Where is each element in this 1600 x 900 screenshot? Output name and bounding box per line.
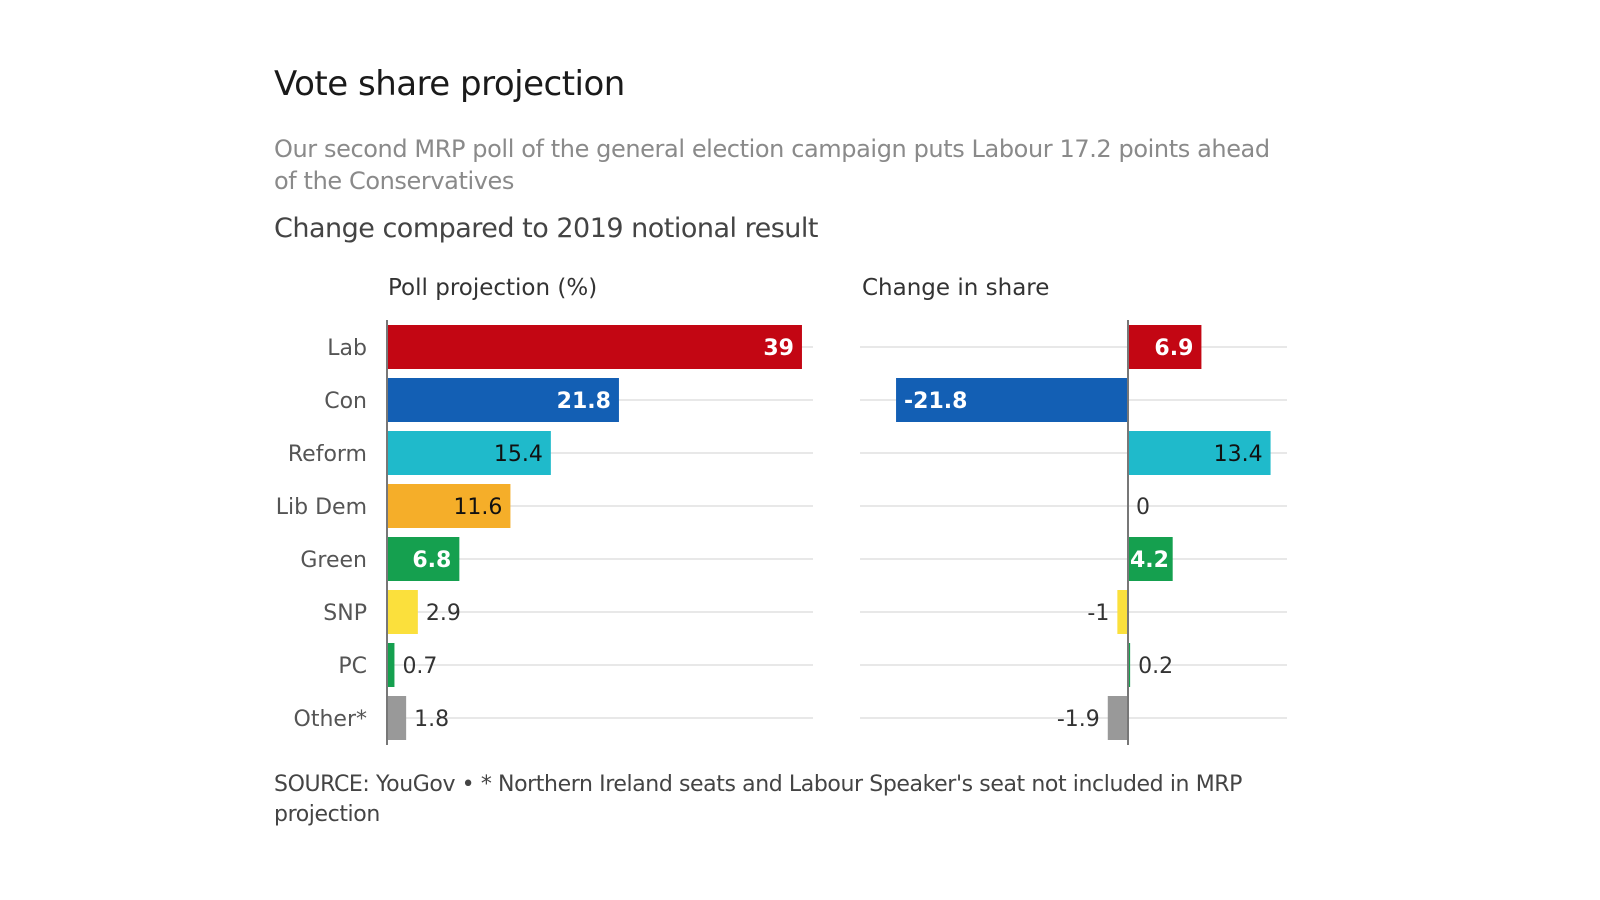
data-label: 6.9: [1154, 336, 1193, 361]
data-label: 39: [763, 336, 794, 361]
data-label: 21.8: [557, 389, 611, 414]
data-label: -21.8: [904, 389, 967, 414]
data-label: 0.7: [402, 654, 437, 679]
bar-pc: [387, 643, 395, 687]
chart-note: Change compared to 2019 notional result: [274, 213, 819, 244]
data-label: 1.8: [414, 707, 449, 732]
data-label: 11.6: [453, 495, 502, 520]
data-label: 0: [1136, 495, 1150, 520]
data-label: 15.4: [494, 442, 543, 467]
data-label: -1: [1087, 601, 1109, 626]
chart-subtitle: Our second MRP poll of the general elect…: [274, 135, 1270, 195]
category-label: PC: [338, 654, 367, 679]
data-label: -1.9: [1057, 707, 1100, 732]
category-label: Other*: [294, 707, 367, 732]
category-label: SNP: [323, 601, 367, 626]
bar-con: [387, 378, 619, 422]
data-label: 13.4: [1214, 442, 1263, 467]
bar-pc: [1128, 643, 1131, 687]
chart-title: Vote share projection: [274, 64, 625, 104]
source-note: SOURCE: YouGov • * Northern Ireland seat…: [274, 772, 1243, 827]
panel-title: Poll projection (%): [388, 275, 597, 301]
bar-lab: [1128, 325, 1202, 369]
bar-other: [387, 696, 407, 740]
bar-reform: [387, 431, 551, 475]
panel-title: Change in share: [862, 275, 1049, 301]
bar-con: [896, 378, 1128, 422]
category-label: Lab: [327, 336, 367, 361]
bar-green: [1128, 537, 1173, 581]
bar-other: [1107, 696, 1128, 740]
data-label: 0.2: [1138, 654, 1173, 679]
bar-snp: [387, 590, 418, 634]
category-label: Con: [324, 389, 367, 414]
bar-lab: [387, 325, 802, 369]
bar-green: [387, 537, 460, 581]
category-label: Lib Dem: [276, 495, 367, 520]
data-label: 6.8: [412, 548, 451, 573]
bar-snp: [1117, 590, 1128, 634]
category-label: Green: [300, 548, 367, 573]
category-label: Reform: [288, 442, 367, 467]
bar-libdem: [387, 484, 511, 528]
bar-reform: [1128, 431, 1271, 475]
data-label: 4.2: [1130, 548, 1169, 573]
data-label: 2.9: [426, 601, 461, 626]
